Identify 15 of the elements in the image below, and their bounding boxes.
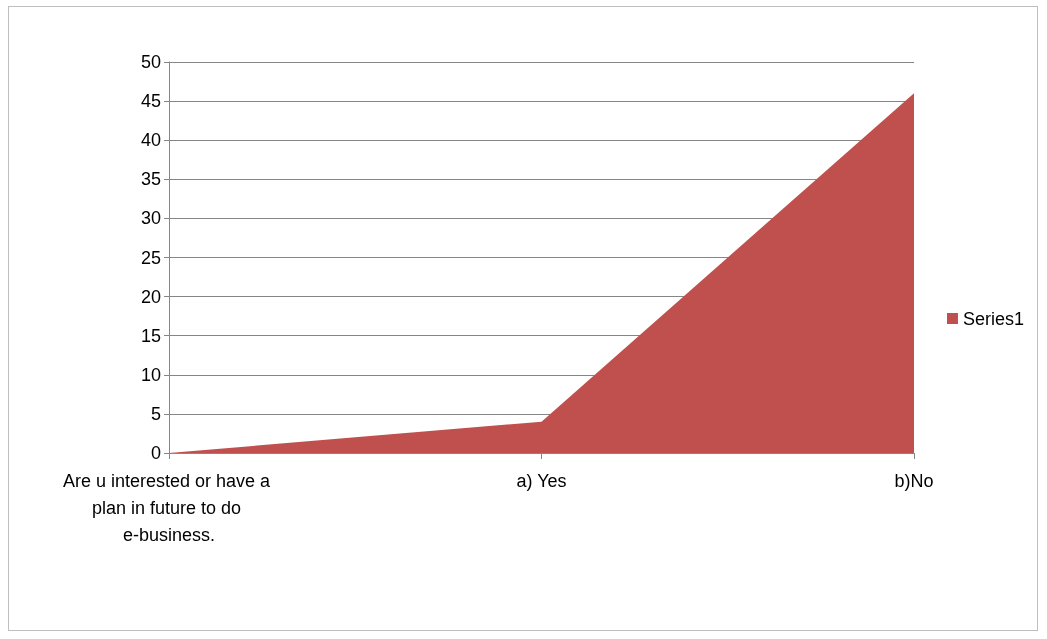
x-tick-label: a) Yes	[516, 470, 567, 491]
y-tick-label: 45	[140, 91, 161, 112]
legend-label: Series1	[962, 308, 1024, 329]
x-tick-label: b)No	[894, 470, 934, 491]
y-tick-label: 5	[150, 403, 161, 424]
y-tick-label: 10	[140, 364, 161, 385]
y-tick-label: 35	[140, 169, 161, 190]
y-tick-label: 20	[140, 286, 161, 307]
y-tick-label: 50	[140, 52, 161, 72]
y-tick-label: 30	[140, 208, 161, 229]
y-tick-label: 40	[140, 130, 161, 151]
x-tick-label: Are u interested or have a plan in future to do e-business.	[62, 470, 276, 545]
y-tick-label: 0	[150, 443, 161, 463]
y-tick-label: 25	[140, 247, 161, 268]
y-tick-label: 15	[140, 325, 161, 346]
